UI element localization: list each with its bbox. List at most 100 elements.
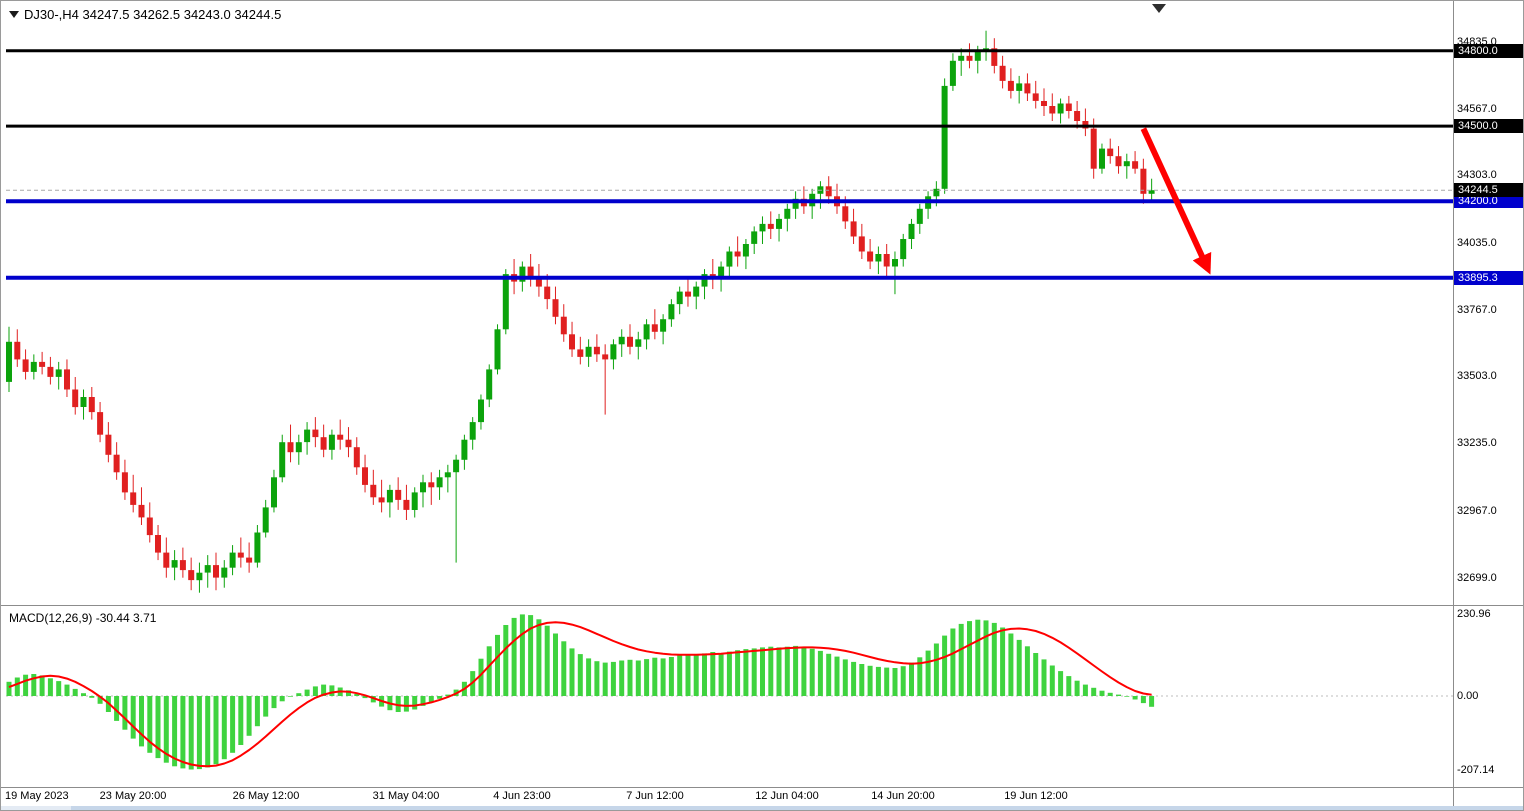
macd-histogram-bar (553, 633, 558, 696)
macd-histogram-bar (312, 686, 318, 696)
macd-histogram-bar (263, 696, 269, 717)
candle-body (428, 482, 435, 488)
candle-body (1024, 83, 1031, 94)
candle-body (685, 291, 691, 297)
macd-histogram-bar (644, 659, 650, 696)
macd-histogram-bar (710, 652, 716, 696)
macd-histogram-bar (536, 619, 542, 696)
macd-histogram-bar (760, 647, 765, 696)
macd-histogram-bar (718, 653, 724, 696)
macd-histogram-bar (172, 696, 178, 767)
candle-body (213, 565, 219, 578)
candle-body (494, 329, 501, 370)
candle-body (1065, 103, 1072, 111)
price-tick-label: 34567.0 (1457, 103, 1497, 115)
level-price-label: 34800.0 (1454, 44, 1523, 58)
macd-histogram-bar (130, 696, 136, 739)
macd-histogram-bar (867, 665, 873, 696)
down-projection-arrow[interactable] (1140, 127, 1212, 275)
candle-body (958, 55, 965, 61)
candle-body (254, 532, 261, 563)
candle-body (519, 266, 526, 282)
macd-histogram-bar (370, 696, 376, 703)
macd-histogram-bar (793, 645, 799, 696)
candle-body (974, 50, 981, 61)
candle-body (386, 489, 393, 503)
pane-separator[interactable] (1, 605, 1523, 606)
candle-body (196, 572, 203, 581)
macd-histogram-bar (652, 657, 658, 696)
candle-body (875, 254, 882, 262)
macd-histogram-bar (842, 659, 848, 696)
macd-histogram-bar (271, 696, 277, 709)
candle-body (1032, 93, 1039, 101)
macd-histogram-bar (967, 621, 972, 696)
candle-body (130, 492, 137, 505)
macd-histogram-bar (1024, 646, 1030, 696)
candle-body (618, 336, 625, 345)
macd-histogram-bar (196, 696, 202, 770)
candle-body (1016, 83, 1023, 91)
candle-body (1090, 128, 1097, 169)
candle-body (527, 266, 534, 277)
macd-histogram-bar (1074, 680, 1080, 696)
candle-body (552, 299, 559, 317)
time-axis: 19 May 2023 23 May 20:00 26 May 12:00 31 Ma… (1, 790, 1453, 806)
candle-body (320, 437, 327, 450)
chart-shift-marker-icon[interactable] (1152, 4, 1166, 13)
horizontal-scrollbar-thumb[interactable] (71, 806, 1523, 810)
macd-histogram-bar (1099, 690, 1105, 696)
macd-histogram-bar (569, 648, 575, 696)
candle-body (751, 231, 758, 244)
macd-histogram-bar (321, 684, 327, 696)
macd-histogram-bar (809, 648, 815, 696)
price-tick-label: 33235.0 (1457, 437, 1497, 449)
candle-body (1123, 161, 1130, 167)
macd-histogram-bar (81, 693, 86, 696)
candle-body (535, 276, 542, 287)
symbol-dropdown-icon[interactable] (9, 11, 19, 18)
candle-body (121, 472, 128, 493)
macd-histogram-bar (254, 696, 260, 727)
horizontal-scrollbar[interactable] (1, 806, 1523, 810)
candle-body (610, 344, 617, 360)
macd-histogram-bar (1016, 639, 1022, 696)
candle-body (155, 535, 161, 553)
price-tick-label: 34303.0 (1457, 169, 1497, 181)
macd-histogram-bar (1107, 692, 1113, 696)
macd-histogram-bar (784, 646, 790, 696)
macd-histogram-bar (933, 643, 939, 696)
candle-body (80, 397, 87, 407)
macd-histogram-bar (23, 674, 29, 696)
candle-body (1099, 148, 1105, 169)
time-axis-label: 12 Jun 04:00 (755, 790, 819, 802)
candle-body (420, 482, 426, 493)
macd-histogram-bar (221, 696, 227, 760)
macd-histogram-bar (478, 658, 484, 696)
time-axis-label: 7 Jun 12:00 (626, 790, 684, 802)
macd-histogram-bar (47, 678, 53, 697)
macd-histogram-bar (768, 646, 774, 696)
candle-body (916, 208, 923, 224)
candle-body (892, 259, 898, 267)
price-tick-label: 33767.0 (1457, 304, 1497, 316)
macd-histogram-bar (64, 684, 70, 696)
candle-body (1041, 101, 1047, 106)
candle-body (328, 434, 335, 450)
macd-histogram-bar (205, 696, 211, 768)
macd-histogram-bar (635, 660, 641, 696)
candle-body (411, 492, 418, 510)
candle-body (668, 304, 675, 320)
time-axis-label: 26 May 12:00 (232, 790, 300, 802)
candle-body (237, 552, 244, 558)
macd-histogram-bar (677, 655, 683, 696)
macd-histogram-bar (163, 696, 169, 763)
macd-histogram-bar (329, 685, 335, 696)
macd-layer (6, 614, 1453, 770)
macd-histogram-bar (627, 659, 633, 696)
macd-histogram-bar (561, 641, 567, 696)
candle-body (378, 497, 385, 503)
macd-histogram-bar (31, 674, 37, 696)
candle-body (353, 447, 360, 468)
candle-body (246, 557, 253, 563)
